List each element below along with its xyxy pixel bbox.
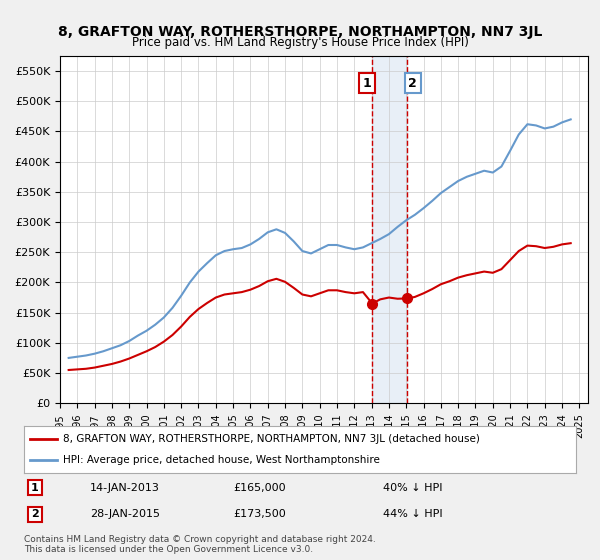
Bar (372, 56, 407, 403)
Text: 28-JAN-2015: 28-JAN-2015 (90, 509, 160, 519)
Text: 1: 1 (363, 77, 371, 90)
Text: 1: 1 (31, 483, 39, 493)
Text: £165,000: £165,000 (234, 483, 286, 493)
Text: 8, GRAFTON WAY, ROTHERSTHORPE, NORTHAMPTON, NN7 3JL (detached house): 8, GRAFTON WAY, ROTHERSTHORPE, NORTHAMPT… (62, 434, 479, 444)
Text: £173,500: £173,500 (234, 509, 287, 519)
Text: Contains HM Land Registry data © Crown copyright and database right 2024.
This d: Contains HM Land Registry data © Crown c… (24, 535, 376, 554)
Text: 14-JAN-2013: 14-JAN-2013 (90, 483, 160, 493)
Text: 2: 2 (31, 509, 39, 519)
Text: 44% ↓ HPI: 44% ↓ HPI (383, 509, 442, 519)
Text: 40% ↓ HPI: 40% ↓ HPI (383, 483, 442, 493)
Text: 2: 2 (408, 77, 417, 90)
Text: 8, GRAFTON WAY, ROTHERSTHORPE, NORTHAMPTON, NN7 3JL: 8, GRAFTON WAY, ROTHERSTHORPE, NORTHAMPT… (58, 25, 542, 39)
Text: Price paid vs. HM Land Registry's House Price Index (HPI): Price paid vs. HM Land Registry's House … (131, 36, 469, 49)
Text: HPI: Average price, detached house, West Northamptonshire: HPI: Average price, detached house, West… (62, 455, 380, 465)
